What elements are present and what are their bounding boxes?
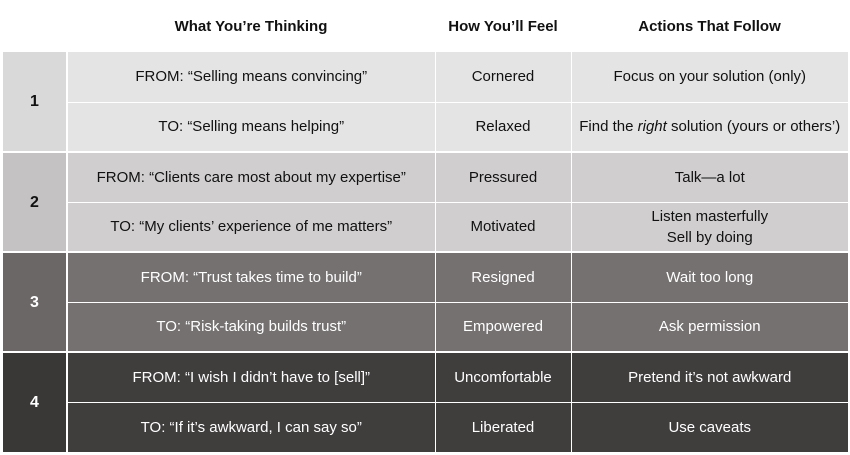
action-cell: Wait too long xyxy=(571,251,848,303)
mindset-table: What You’re Thinking How You’ll Feel Act… xyxy=(3,0,848,453)
action-cell: Focus on your solution (only) xyxy=(571,52,848,103)
table-row: 4 FROM: “I wish I didn’t have to [sell]”… xyxy=(3,351,848,453)
header-thinking: What You’re Thinking xyxy=(67,0,435,52)
action-cell: Talk—a lot xyxy=(571,151,848,203)
feel-cell: Motivated xyxy=(435,202,572,253)
header-feel: How You’ll Feel xyxy=(435,0,571,52)
action-cell: Ask permission xyxy=(571,302,848,353)
action-text-emphasis: right xyxy=(637,118,667,136)
feel-cell: Liberated xyxy=(435,402,572,453)
thinking-cell: FROM: “Selling means convincing” xyxy=(67,52,436,103)
table-row: TO: “If it’s awkward, I can say so” Libe… xyxy=(3,402,848,453)
feel-cell: Pressured xyxy=(435,151,572,203)
thinking-cell: FROM: “Clients care most about my expert… xyxy=(67,151,436,203)
thinking-cell: TO: “Selling means helping” xyxy=(67,102,436,153)
group-number: 3 xyxy=(3,251,68,353)
thinking-cell: FROM: “I wish I didn’t have to [sell]” xyxy=(67,351,436,403)
table-row: 3 FROM: “Trust takes time to build” Resi… xyxy=(3,251,848,353)
feel-cell: Relaxed xyxy=(435,102,572,153)
action-line-1: Listen masterfully xyxy=(651,207,769,225)
action-text-post: solution (yours or others’) xyxy=(666,118,841,136)
action-line-2: Sell by doing xyxy=(666,228,753,246)
action-text-pre: Find the xyxy=(579,118,638,136)
thinking-cell: FROM: “Trust takes time to build” xyxy=(67,251,436,303)
action-cell: Find the right solution (yours or others… xyxy=(571,102,848,153)
feel-cell: Empowered xyxy=(435,302,572,353)
action-cell: Pretend it’s not awkward xyxy=(571,351,848,403)
table-row: TO: “My clients’ experience of me matter… xyxy=(3,202,848,253)
thinking-cell: TO: “My clients’ experience of me matter… xyxy=(67,202,436,253)
group-number: 1 xyxy=(3,52,68,153)
header-blank xyxy=(3,0,67,52)
feel-cell: Cornered xyxy=(435,52,572,103)
feel-cell: Resigned xyxy=(435,251,572,303)
header-actions: Actions That Follow xyxy=(571,0,848,52)
thinking-cell: TO: “If it’s awkward, I can say so” xyxy=(67,402,436,453)
group-number: 2 xyxy=(3,151,68,253)
table-row: 1 FROM: “Selling means convincing” Corne… xyxy=(3,52,848,153)
header-row: What You’re Thinking How You’ll Feel Act… xyxy=(3,0,848,52)
action-cell: Use caveats xyxy=(571,402,848,453)
thinking-cell: TO: “Risk-taking builds trust” xyxy=(67,302,436,353)
table-row: TO: “Risk-taking builds trust” Empowered… xyxy=(3,302,848,353)
table-row: TO: “Selling means helping” Relaxed Find… xyxy=(3,102,848,153)
action-cell: Listen masterfully Sell by doing xyxy=(571,202,848,253)
table-row: 2 FROM: “Clients care most about my expe… xyxy=(3,151,848,253)
feel-cell: Uncomfortable xyxy=(435,351,572,403)
group-number: 4 xyxy=(3,351,68,453)
